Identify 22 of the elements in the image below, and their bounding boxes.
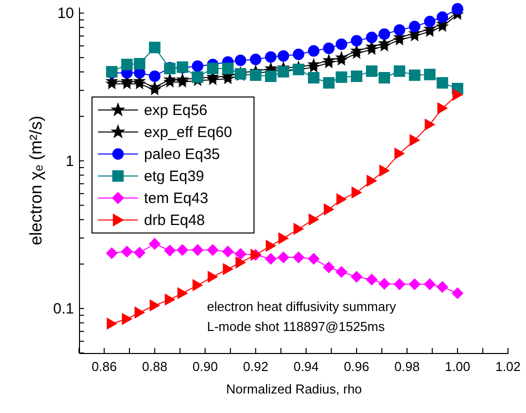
- x-tick-label: 0.86: [92, 359, 117, 374]
- x-tick-label: 0.98: [394, 359, 420, 374]
- x-tick-label: 0.96: [344, 359, 370, 374]
- x-tick-label: 0.94: [293, 359, 319, 374]
- x-tick-label: 0.90: [192, 359, 218, 374]
- legend-label: exp_eff Eq60: [144, 124, 232, 141]
- x-axis-title: Normalized Radius, rho: [226, 382, 362, 396]
- x-tick-label: 0.92: [242, 359, 268, 374]
- y-axis-title: electron χₑ (m²/s): [26, 116, 46, 246]
- legend-label: exp Eq56: [144, 102, 208, 119]
- x-tick-label: 0.88: [142, 359, 168, 374]
- x-tick-label: 1.00: [444, 359, 470, 374]
- y-tick-label: 10: [57, 5, 74, 22]
- x-tick-label: 1.02: [495, 359, 521, 374]
- legend-label: etg Eq39: [144, 168, 204, 185]
- legend-label: drb Eq48: [144, 212, 205, 229]
- legend-label: tem Eq43: [144, 190, 208, 207]
- y-tick-label: 1: [66, 152, 74, 170]
- y-tick-label: 0.1: [53, 300, 74, 318]
- legend-label: paleo Eq35: [144, 146, 220, 163]
- annotation: L-mode shot 118897@1525ms: [207, 319, 386, 334]
- annotation: electron heat diffusivity summary: [207, 299, 397, 314]
